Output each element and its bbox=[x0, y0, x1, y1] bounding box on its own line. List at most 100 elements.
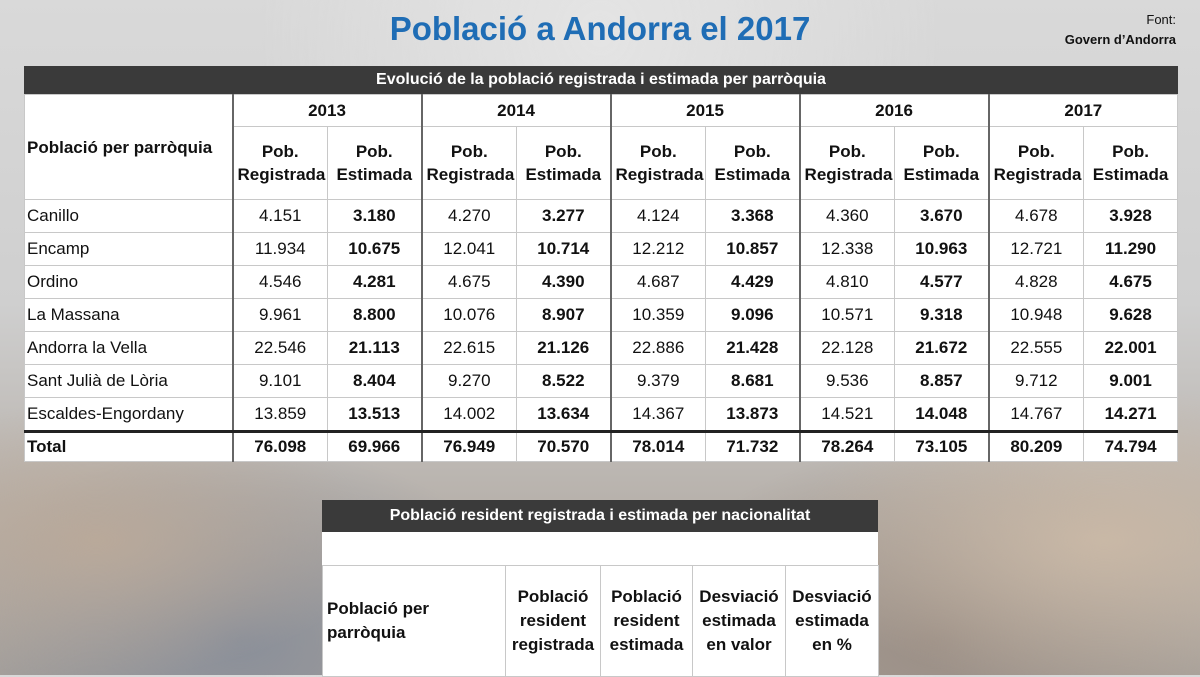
year-header: 2014 bbox=[420, 94, 612, 127]
cell-value: 3.670 bbox=[894, 199, 990, 233]
cell-value: 22.001 bbox=[1083, 331, 1179, 365]
title: Població a Andorra el 2017 bbox=[389, 10, 811, 47]
cell-value: 10.963 bbox=[894, 232, 990, 266]
cell-value: 8.681 bbox=[705, 364, 801, 398]
cell-value: 76.098 bbox=[231, 430, 328, 462]
column-header: Desviació estimada en % bbox=[785, 565, 879, 677]
cell-value: 9.961 bbox=[231, 298, 328, 332]
cell-value: 11.934 bbox=[231, 232, 328, 266]
cell-value: 13.634 bbox=[516, 397, 612, 432]
cell-value: 12.721 bbox=[987, 232, 1085, 266]
cell-value: 78.264 bbox=[798, 430, 896, 462]
cell-value: 13.859 bbox=[231, 397, 328, 432]
cell-value: 3.180 bbox=[326, 199, 423, 233]
cell-value: 21.672 bbox=[894, 331, 990, 365]
cell-value: 10.675 bbox=[326, 232, 423, 266]
cell-value: 3.368 bbox=[705, 199, 801, 233]
year-header: 2013 bbox=[231, 94, 423, 127]
cell-value: 8.857 bbox=[894, 364, 990, 398]
cell-value: 12.338 bbox=[798, 232, 896, 266]
cell-value: 69.966 bbox=[326, 430, 423, 462]
data-row: Sant Julià de Lòria 9.101 8.404 9.270 8.522 9… bbox=[24, 364, 1179, 398]
source-label: Font: bbox=[1146, 12, 1176, 27]
cell-value: 80.209 bbox=[987, 430, 1085, 462]
year-header: 2015 bbox=[609, 94, 801, 127]
column-header: Població per parròquia bbox=[322, 565, 506, 677]
data-row: Ordino 4.546 4.281 4.675 4.390 4.687 4.429 4.81… bbox=[24, 265, 1179, 299]
cell-value: 8.522 bbox=[516, 364, 612, 398]
column-header: Pob. Estimada bbox=[894, 126, 990, 200]
cell-value: 70.570 bbox=[516, 430, 612, 462]
cell-value: 4.577 bbox=[894, 265, 990, 299]
cell-value: 8.404 bbox=[326, 364, 423, 398]
column-header: Pob. Registrada bbox=[987, 126, 1085, 200]
cell-value: 10.571 bbox=[798, 298, 896, 332]
parish-name: Andorra la Vella bbox=[24, 331, 233, 365]
column-header: Pob. Estimada bbox=[1083, 126, 1179, 200]
cell-value: 4.675 bbox=[420, 265, 518, 299]
cell-value: 21.126 bbox=[516, 331, 612, 365]
cell-value: 11.290 bbox=[1083, 232, 1179, 266]
cell-value: 14.271 bbox=[1083, 397, 1179, 432]
cell-value: 4.390 bbox=[516, 265, 612, 299]
cell-value: 14.521 bbox=[798, 397, 896, 432]
table: Població per parròquia 2013 2014 2015 2016 20… bbox=[24, 94, 1179, 462]
cell-value: 3.928 bbox=[1083, 199, 1179, 233]
cell-value: 4.281 bbox=[326, 265, 423, 299]
parish-name: Canillo bbox=[24, 199, 233, 233]
cell-value: 4.429 bbox=[705, 265, 801, 299]
data-row: Andorra la Vella 22.546 21.113 22.615 21.126… bbox=[24, 331, 1179, 365]
year-header: 2016 bbox=[798, 94, 990, 127]
cell-value: 74.794 bbox=[1083, 430, 1179, 462]
cell-value: 14.048 bbox=[894, 397, 990, 432]
year-header: 2017 bbox=[987, 94, 1179, 127]
parish-name: Encamp bbox=[24, 232, 233, 266]
data-row: Canillo 4.151 3.180 4.270 3.277 4.124 3.368 4.3… bbox=[24, 199, 1179, 233]
cell-value: 22.546 bbox=[231, 331, 328, 365]
parish-name: La Massana bbox=[24, 298, 233, 332]
cell-value: 4.678 bbox=[987, 199, 1085, 233]
cell-value: 71.732 bbox=[705, 430, 801, 462]
row-header: Població per parròquia bbox=[24, 94, 233, 200]
cell-value: 22.555 bbox=[987, 331, 1085, 365]
cell-value: 22.128 bbox=[798, 331, 896, 365]
cell-value: 9.270 bbox=[420, 364, 518, 398]
cell-value: 78.014 bbox=[609, 430, 707, 462]
cell-value: 13.873 bbox=[705, 397, 801, 432]
column-header: Pob. Estimada bbox=[705, 126, 801, 200]
cell-value: 76.949 bbox=[420, 430, 518, 462]
cell-value: 9.628 bbox=[1083, 298, 1179, 332]
parish-name: Escaldes-Engordany bbox=[24, 397, 233, 432]
cell-value: 3.277 bbox=[516, 199, 612, 233]
cell-value: 10.076 bbox=[420, 298, 518, 332]
cell-value: 14.367 bbox=[609, 397, 707, 432]
data-row: La Massana 9.961 8.800 10.076 8.907 10.359 9.0… bbox=[24, 298, 1179, 332]
source: Font: Govern d’Andorra bbox=[1065, 10, 1176, 50]
cell-value: 12.212 bbox=[609, 232, 707, 266]
cell-value: 4.151 bbox=[231, 199, 328, 233]
column-header: Pob. Registrada bbox=[609, 126, 707, 200]
cell-value: 14.002 bbox=[420, 397, 518, 432]
spacer bbox=[322, 532, 878, 565]
cell-value: 10.857 bbox=[705, 232, 801, 266]
header-row: Població per parròquia Població resident … bbox=[322, 565, 879, 677]
cell-value: 4.810 bbox=[798, 265, 896, 299]
parish-name: Sant Julià de Lòria bbox=[24, 364, 233, 398]
column-header: Població resident registrada bbox=[505, 565, 601, 677]
cell-value: 10.714 bbox=[516, 232, 612, 266]
data-row: Total 76.098 69.966 76.949 70.570 78.014 71.73… bbox=[24, 430, 1179, 462]
cell-value: 10.948 bbox=[987, 298, 1085, 332]
cell-value: 22.615 bbox=[420, 331, 518, 365]
cell-value: 9.101 bbox=[231, 364, 328, 398]
column-header: Desviació estimada en valor bbox=[692, 565, 786, 677]
column-header: Pob. Registrada bbox=[420, 126, 518, 200]
cell-value: 9.379 bbox=[609, 364, 707, 398]
parish-name: Total bbox=[24, 430, 233, 462]
cell-value: 4.124 bbox=[609, 199, 707, 233]
cell-value: 4.675 bbox=[1083, 265, 1179, 299]
column-header: Pob. Registrada bbox=[231, 126, 328, 200]
cell-value: 14.767 bbox=[987, 397, 1085, 432]
cell-value: 4.270 bbox=[420, 199, 518, 233]
cell-value: 12.041 bbox=[420, 232, 518, 266]
cell-value: 9.536 bbox=[798, 364, 896, 398]
